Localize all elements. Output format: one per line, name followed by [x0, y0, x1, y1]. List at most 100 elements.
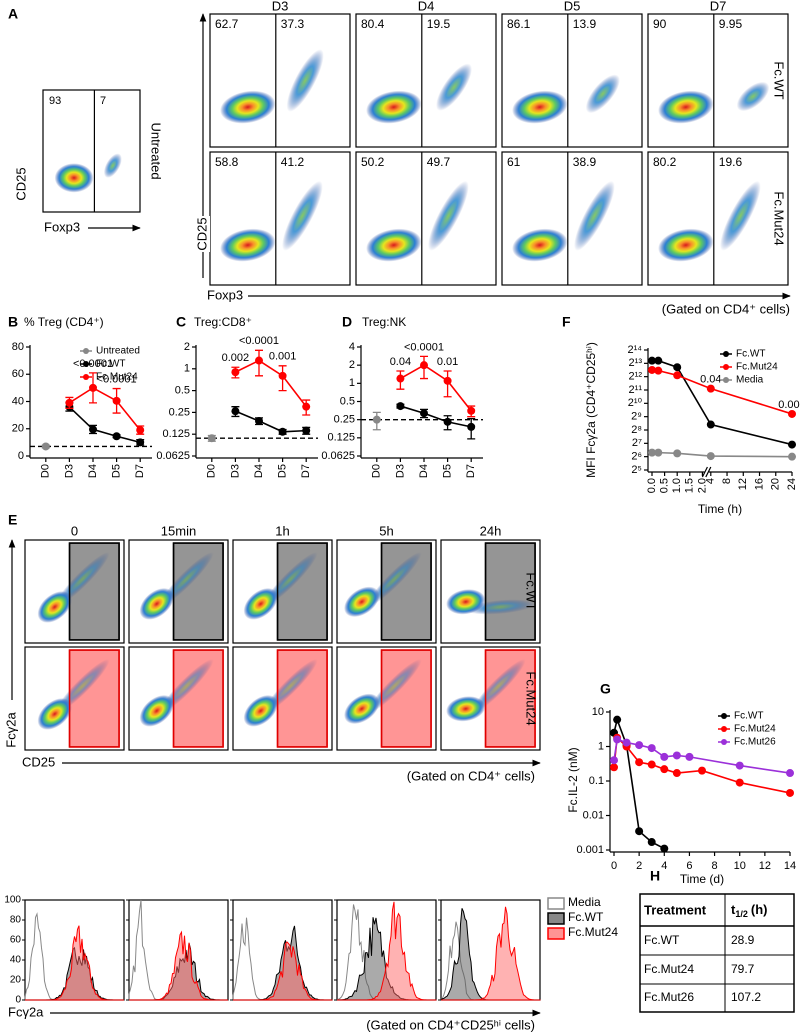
- chart-title: Treg:CD8⁺: [194, 315, 252, 329]
- x-tick-label: 1.5: [684, 478, 696, 493]
- flow-plot: [129, 540, 228, 643]
- flow-plot: [337, 647, 436, 750]
- x-tick-label: D3: [63, 464, 75, 478]
- data-point: [673, 449, 682, 458]
- density: [446, 589, 486, 615]
- legend-label: Fc.WT: [96, 359, 125, 370]
- gate-note: (Gated on CD4⁺CD25ʰⁱ cells): [366, 1017, 535, 1032]
- axis-title: Time (h): [698, 502, 742, 516]
- y-tick-label: 10: [592, 706, 604, 718]
- table-frame: [639, 893, 795, 1013]
- legend-swatch: [547, 897, 565, 910]
- x-tick-label: 0: [611, 860, 617, 872]
- series-line: [400, 405, 472, 428]
- data-point: [302, 402, 311, 411]
- legend-marker: [723, 351, 729, 357]
- density: [344, 693, 380, 725]
- x-tick-label: D0: [371, 464, 383, 478]
- series-line: [400, 364, 472, 412]
- gate-percent: 41.2: [281, 155, 305, 169]
- density: [344, 586, 380, 618]
- flow-plot: [43, 90, 140, 212]
- y-tick-label: 0: [18, 450, 24, 462]
- axis-label: CD25: [13, 167, 28, 200]
- column-header: 1h: [275, 523, 289, 538]
- annotation: <0.0001: [239, 335, 279, 347]
- y-tick-label: 0.125: [162, 428, 190, 440]
- data-point: [685, 752, 694, 761]
- x-tick-label: D4: [87, 464, 99, 478]
- y-tick-label: 20: [10, 975, 22, 986]
- plot-frame: [440, 539, 541, 644]
- x-tick-label: 4: [661, 860, 667, 872]
- data-point: [654, 366, 663, 375]
- data-point: [396, 402, 405, 411]
- legend-label: Fc.WT: [736, 349, 765, 360]
- gate-overlay: [380, 649, 432, 748]
- y-tick-label: 0.01: [583, 809, 604, 821]
- y-tick-label: 2⁸: [631, 424, 642, 436]
- y-tick-label: 100: [4, 895, 21, 906]
- data-point: [65, 398, 74, 407]
- panel-label: H: [650, 868, 660, 884]
- density: [574, 180, 615, 251]
- annotation: 0.002: [222, 352, 250, 364]
- y-tick-label: 0.1: [589, 775, 604, 787]
- x-tick-label: 14: [784, 860, 796, 872]
- data-point: [660, 844, 669, 853]
- axis-label: Fcγ2a: [8, 1004, 44, 1019]
- gate-overlay: [172, 649, 224, 748]
- plot-frame: [440, 646, 541, 751]
- density: [139, 694, 174, 727]
- column-header: D5: [564, 0, 581, 13]
- x-tick-label: 4: [705, 478, 717, 484]
- data-point: [698, 766, 706, 775]
- density: [220, 228, 276, 262]
- table-header: Treatment: [644, 902, 707, 917]
- flow-plot: [210, 14, 350, 147]
- x-tick-label: 2.0: [696, 478, 708, 493]
- y-tick-label: 1: [349, 377, 355, 389]
- plot-frame: [336, 539, 437, 644]
- plot-frame: [501, 13, 643, 148]
- plot-frame: [42, 89, 141, 213]
- data-point: [255, 417, 263, 426]
- gate-overlay: [172, 542, 224, 641]
- density: [658, 90, 714, 124]
- y-tick-label: 60: [10, 935, 22, 946]
- data-point: [660, 765, 669, 774]
- data-point: [613, 735, 622, 744]
- gate-percent: 93: [49, 95, 61, 107]
- y-tick-label: 40: [12, 395, 24, 407]
- gate-overlay: [276, 649, 328, 748]
- panel-label: E: [8, 512, 17, 528]
- x-tick-label: D5: [111, 464, 123, 478]
- series-line: [68, 406, 141, 444]
- y-tick-label: 2⁵: [631, 464, 642, 476]
- data-point: [89, 383, 97, 392]
- annotation: 0.04: [700, 374, 721, 386]
- histogram-trace: [337, 901, 437, 1001]
- flow-plot: [356, 152, 496, 285]
- plot-frame: [24, 539, 125, 644]
- axis-label: Foxp3: [44, 219, 80, 234]
- data-point: [786, 769, 794, 778]
- gate-percent: 80.2: [653, 155, 677, 169]
- header-unit: (h): [751, 902, 768, 917]
- legend-label: Fc.WT: [568, 910, 604, 924]
- legend-marker: [721, 713, 727, 719]
- density: [37, 591, 72, 623]
- data-point: [635, 758, 644, 767]
- legend-label: Fc.Mut24: [734, 724, 776, 735]
- histogram-trace: [441, 906, 541, 1001]
- gate-percent: 13.9: [573, 17, 597, 31]
- flow-plot: [441, 647, 540, 750]
- plot-frame: [647, 151, 789, 286]
- table-cell: Fc.WT: [644, 933, 680, 947]
- data-point: [660, 752, 669, 761]
- y-tick-label: 2: [184, 341, 190, 353]
- gate-percent: 86.1: [507, 17, 531, 31]
- data-point: [467, 406, 476, 415]
- data-point: [735, 761, 744, 770]
- y-tick-label: 2¹³: [629, 357, 643, 369]
